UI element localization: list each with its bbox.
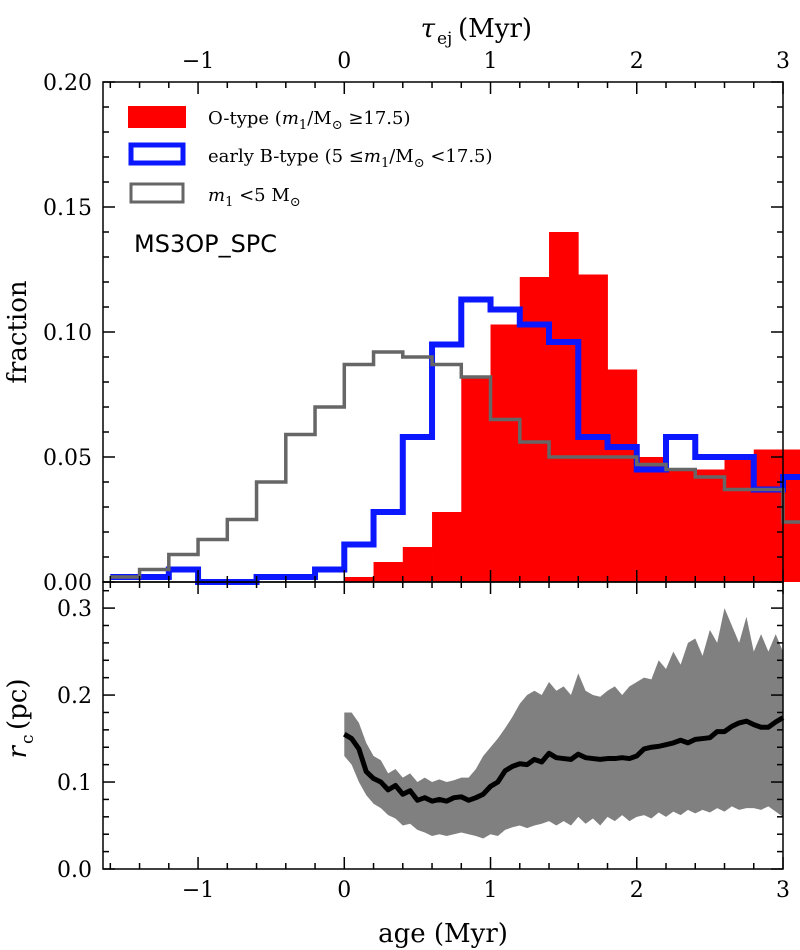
- svg-text:r: r: [3, 744, 33, 758]
- rc-median-line: [343, 715, 785, 804]
- bottom-plot-area: [343, 608, 785, 839]
- top-axis-tick-label: 1: [484, 49, 498, 74]
- legend-swatch-btype: [128, 142, 186, 166]
- top-panel: −1 0 1 2 3 0.00 0.05 0.10 0.15 0.20 τ ej (Myr) fr…: [3, 14, 800, 596]
- y-tick-label-rc: 0.3: [57, 597, 92, 622]
- y-tick-label-rc: 0.0: [57, 858, 92, 883]
- x-tick-label-age: 1: [484, 878, 498, 903]
- bar-otype-15: [549, 232, 579, 582]
- otype-bars: [344, 232, 800, 582]
- top-axis-subscript: ej: [437, 29, 452, 49]
- legend-label-lowmass: m1 <5 M⊙: [208, 185, 301, 210]
- svg-text:c: c: [18, 734, 38, 744]
- y-tick-label-fraction: 0.10: [43, 321, 92, 346]
- bar-otype-9: [373, 562, 404, 582]
- x-tick-label-age: −1: [182, 878, 214, 903]
- bar-otype-22: [753, 449, 784, 582]
- step-series-early-btype: [110, 296, 800, 585]
- bottom-panel-ticks: −1 0 1 2 3 0.0 0.1 0.2 0.3: [57, 582, 790, 903]
- bar-otype-17: [607, 369, 638, 582]
- y-tick-label-rc: 0.1: [57, 771, 92, 796]
- top-axis-tick-label: 0: [337, 49, 351, 74]
- y-axis-label-rc: r c (pc): [3, 679, 38, 759]
- x-tick-label-age: 3: [776, 878, 790, 903]
- bar-otype-18: [636, 457, 667, 582]
- model-annotation: MS3OP_SPC: [134, 230, 277, 258]
- bar-otype-23: [783, 449, 800, 582]
- bar-otype-21: [724, 457, 755, 582]
- y-tick-label-fraction: 0.05: [43, 446, 92, 471]
- step-series-lowmass: [110, 350, 800, 579]
- bar-otype-12: [461, 377, 491, 582]
- x-axis-label-age: age (Myr): [378, 919, 508, 949]
- bar-otype-20: [695, 469, 725, 582]
- bottom-panel: −1 0 1 2 3 0.0 0.1 0.2 0.3 age (Myr) r c (pc): [3, 581, 790, 949]
- bar-otype-8: [344, 577, 374, 582]
- bar-otype-19: [666, 469, 696, 582]
- bottom-panel-frame: [102, 581, 784, 870]
- bar-otype-10: [402, 547, 433, 582]
- bar-otype-14: [519, 277, 550, 582]
- bar-otype-11: [432, 512, 462, 582]
- bar-otype-16: [578, 274, 608, 582]
- legend: O-type (m1/M⊙ ≥17.5) early B-type (5 ≤m1…: [128, 106, 493, 210]
- y-tick-label-fraction: 0.20: [43, 71, 92, 96]
- top-axis-tick-label: 3: [776, 49, 790, 74]
- y-tick-label-fraction: 0.15: [43, 196, 92, 221]
- top-axis-tick-label: −1: [182, 49, 214, 74]
- x-tick-label-age: 2: [630, 878, 644, 903]
- y-tick-label-fraction: 0.00: [43, 571, 92, 596]
- top-axis-tick-label: 2: [630, 49, 644, 74]
- top-axis-symbol: τ: [421, 14, 436, 44]
- legend-label-otype: O-type (m1/M⊙ ≥17.5): [208, 108, 411, 133]
- rc-spread-band: [344, 608, 783, 839]
- y-tick-label-rc: 0.2: [57, 684, 92, 709]
- legend-swatch-otype: [128, 106, 186, 128]
- legend-label-btype: early B-type (5 ≤m1/M⊙ <17.5): [208, 146, 493, 171]
- svg-text:(pc): (pc): [3, 679, 33, 731]
- top-axis-unit: (Myr): [458, 14, 532, 44]
- legend-swatch-lowmass: [129, 182, 185, 204]
- x-tick-label-age: 0: [337, 878, 351, 903]
- step-histograms: [110, 296, 800, 585]
- bar-otype-13: [490, 324, 521, 582]
- y-axis-label-fraction: fraction: [3, 280, 33, 384]
